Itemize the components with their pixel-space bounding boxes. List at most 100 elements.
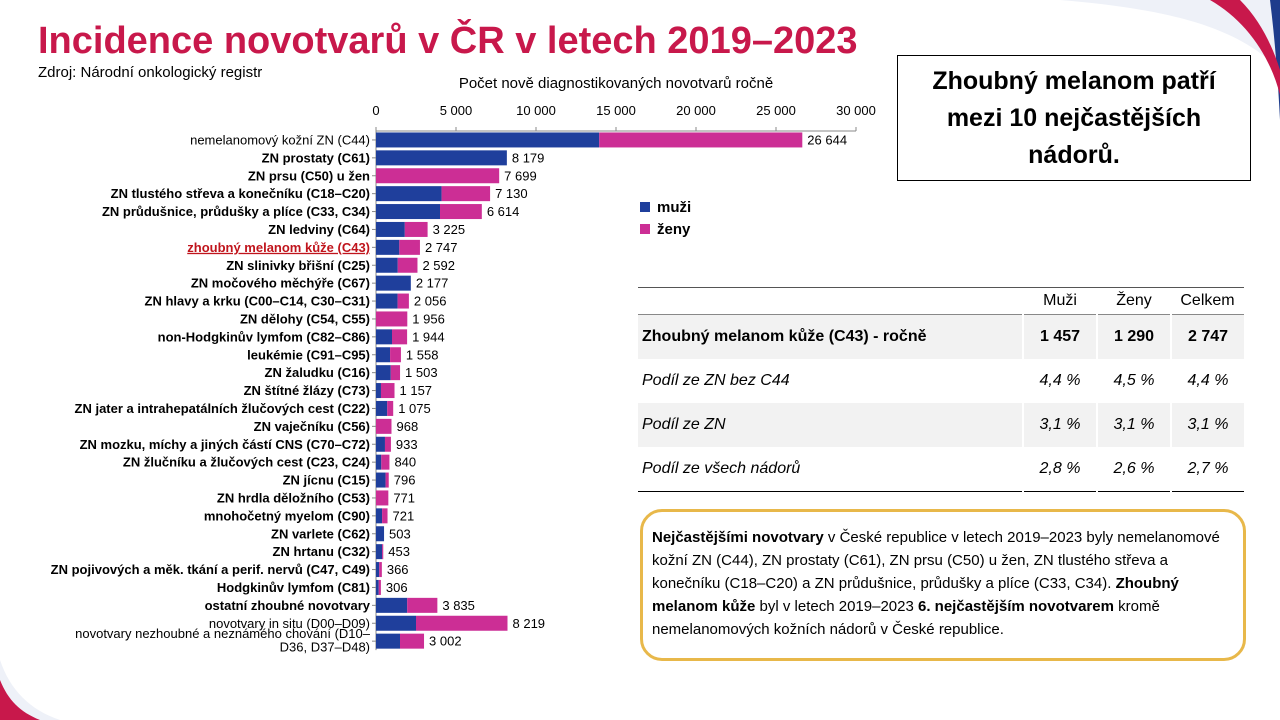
bar-women — [441, 186, 491, 202]
legend-label-men: muži — [657, 198, 692, 216]
bar-women — [381, 454, 390, 470]
bar-total-label: 933 — [396, 437, 418, 452]
category-label: ZN prsu (C50) u žen — [248, 168, 370, 183]
bar-women — [384, 436, 391, 452]
bar-women — [378, 579, 381, 595]
bar-total-label: 366 — [387, 562, 409, 577]
table-header-row: Muži Ženy Celkem — [638, 287, 1244, 315]
bar-men — [376, 400, 388, 416]
callout-line-2: mezi 10 nejčastějších — [946, 103, 1202, 132]
bar-women — [407, 597, 438, 613]
bar-women — [390, 347, 401, 363]
category-label: ZN pojivových a měk. tkání a perif. nerv… — [51, 562, 370, 577]
bar-total-label: 1 075 — [398, 401, 431, 416]
bar-men — [376, 526, 385, 542]
bar-men — [376, 597, 408, 613]
x-axis-title: Počet nově diagnostikovaných novotvarů r… — [459, 75, 773, 92]
category-label: ZN prostaty (C61) — [262, 150, 370, 165]
bar-total-label: 6 614 — [487, 204, 520, 219]
callout-line-1: Zhoubný melanom patří — [932, 66, 1216, 95]
bar-total-label: 2 177 — [416, 276, 449, 291]
category-label: ZN žaludku (C16) — [265, 365, 370, 380]
category-label: novotvary in situ (D00–D09) — [209, 616, 370, 631]
bar-women — [599, 132, 803, 148]
table-cell-total: 3,1 % — [1170, 403, 1244, 447]
bar-total-label: 8 179 — [512, 150, 545, 165]
bar-women — [385, 472, 389, 488]
table-header-total: Celkem — [1171, 287, 1244, 315]
bar-women — [382, 508, 388, 524]
note-text-2: byl v letech 2019–2023 — [755, 598, 918, 615]
legend-label-women: ženy — [657, 220, 691, 238]
x-tick-label: 5 000 — [440, 103, 473, 118]
category-label: ZN hrtanu (C32) — [273, 544, 371, 559]
table-header-women: Ženy — [1097, 287, 1171, 315]
table-row: Podíl ze ZN bez C44 4,4 % 4,5 % 4,4 % — [638, 359, 1244, 403]
category-label: non-Hodgkinův lymfom (C82–C86) — [158, 329, 370, 344]
summary-note: Nejčastějšími novotvary v České republic… — [640, 509, 1246, 661]
bar-men — [376, 436, 385, 452]
bar-total-label: 306 — [386, 580, 408, 595]
table-cell-women: 1 290 — [1096, 314, 1171, 359]
note-bold-3: 6. nejčastějším novotvarem — [918, 598, 1114, 615]
bar-men — [376, 365, 391, 381]
bar-total-label: 8 219 — [513, 616, 546, 631]
category-label: nemelanomový kožní ZN (C44) — [190, 132, 370, 147]
category-label: ZN tlustého střeva a konečníku (C18–C20) — [111, 186, 370, 201]
bar-women — [390, 365, 401, 381]
table-header-label — [638, 287, 1023, 315]
table-cell-men: 1 457 — [1022, 314, 1097, 359]
x-tick-label: 25 000 — [756, 103, 796, 118]
note-bold-1: Nejčastějšími novotvary — [652, 529, 824, 546]
page-title: Incidence novotvarů v ČR v letech 2019–2… — [38, 20, 858, 62]
category-label: ZN močového měchýře (C67) — [191, 276, 370, 291]
bar-women — [376, 168, 500, 184]
x-tick-label: 15 000 — [596, 103, 636, 118]
table-cell-men: 3,1 % — [1022, 403, 1097, 447]
source-label: Zdroj: Národní onkologický registr — [38, 64, 263, 81]
callout-box: Zhoubný melanom patří mezi 10 nejčastějš… — [897, 55, 1251, 181]
bar-total-label: 3 225 — [433, 222, 466, 237]
table-cell-label: Podíl ze ZN bez C44 — [642, 372, 790, 389]
category-label: novotvary nezhoubné a neznámého chování … — [75, 626, 371, 641]
bar-men — [376, 239, 400, 255]
bar-men — [376, 383, 381, 399]
category-label: ZN dělohy (C54, C55) — [240, 311, 370, 326]
legend-item-women: ženy — [640, 218, 691, 240]
bar-women — [397, 257, 418, 273]
x-tick-label: 30 000 — [836, 103, 876, 118]
table-cell-label: Podíl ze ZN — [638, 403, 1023, 447]
bar-total-label: 26 644 — [807, 132, 847, 147]
table-row: Zhoubný melanom kůže (C43) - ročně 1 457… — [638, 314, 1244, 359]
table-cell-women: 2,6 % — [1096, 447, 1171, 492]
bar-total-label: 1 956 — [412, 311, 445, 326]
category-label: ZN žlučníku a žlučových cest (C23, C24) — [123, 455, 370, 470]
callout-line-3: nádorů. — [1028, 140, 1120, 169]
bar-men — [376, 257, 398, 273]
bar-total-label: 3 002 — [429, 634, 462, 649]
bar-men — [376, 562, 380, 578]
bar-men — [376, 329, 392, 345]
table-header-men: Muži — [1023, 287, 1097, 315]
bar-total-label: 721 — [393, 508, 415, 523]
bar-total-label: 7 699 — [504, 168, 537, 183]
bar-women — [379, 562, 382, 578]
table-cell-total: 2 747 — [1170, 314, 1244, 359]
table-cell-total: 2,7 % — [1170, 447, 1244, 492]
category-label: mnohočetný myelom (C90) — [204, 508, 370, 523]
bar-total-label: 503 — [389, 526, 411, 541]
bar-men — [376, 544, 383, 560]
chart-legend: muži ženy — [640, 196, 691, 240]
category-label: ostatní zhoubné novotvary — [205, 598, 371, 613]
category-label: ZN ledviny (C64) — [268, 222, 370, 237]
bar-total-label: 968 — [396, 419, 418, 434]
bar-men — [376, 132, 600, 148]
category-label: ZN hrdla děložního (C53) — [217, 490, 370, 505]
category-label: ZN jater a intrahepatálních žlučových ce… — [75, 401, 370, 416]
bar-total-label: 1 503 — [405, 365, 438, 380]
note-bold-2: Zhoubný melanom kůže — [652, 575, 1179, 615]
category-label: zhoubný melanom kůže (C43) — [187, 240, 370, 255]
bar-total-label: 2 056 — [414, 294, 447, 309]
bar-men — [376, 454, 382, 470]
bar-men — [376, 150, 507, 166]
